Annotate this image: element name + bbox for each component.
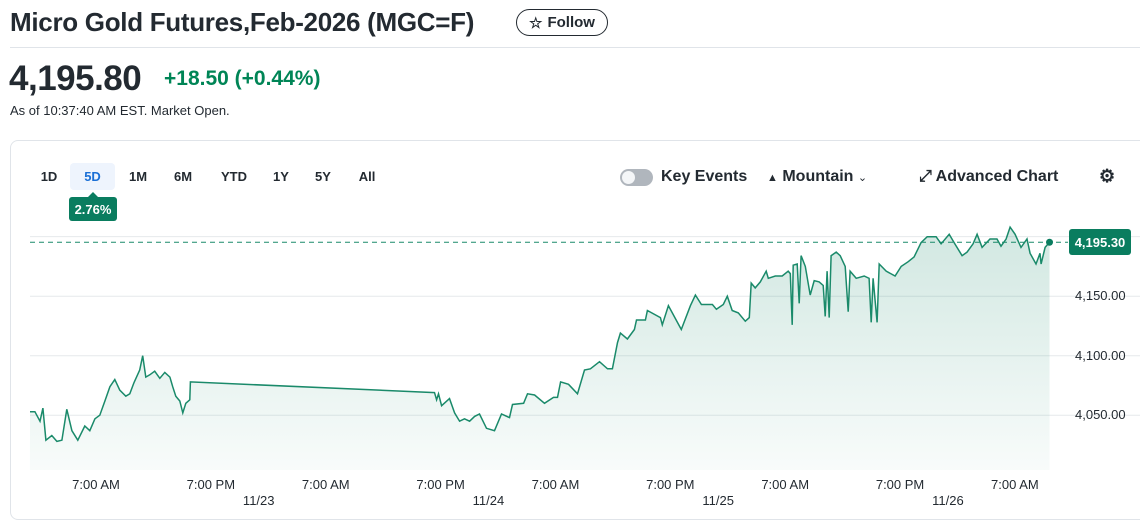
x-tick-label: 7:00 AM bbox=[991, 477, 1039, 492]
x-tick-label: 7:00 AM bbox=[301, 477, 350, 492]
y-tick-label: 4,150.00 bbox=[1075, 288, 1126, 304]
mountain-icon: ▲ bbox=[767, 172, 778, 184]
advanced-chart-button[interactable]: ⤢ Advanced Chart bbox=[919, 168, 1058, 186]
date-tick-label: 11/26 bbox=[932, 493, 964, 508]
page-title: Micro Gold Futures,Feb-2026 (MGC=F) bbox=[10, 7, 475, 37]
x-tick-label: 7:00 PM bbox=[646, 477, 695, 492]
current-price: 4,195.80 bbox=[9, 59, 142, 98]
range-tab-5d[interactable]: 5D bbox=[70, 163, 115, 190]
x-tick-label: 7:00 PM bbox=[416, 477, 465, 492]
range-tab-ytd[interactable]: YTD bbox=[221, 169, 247, 184]
x-tick-label: 7:00 AM bbox=[72, 477, 120, 492]
range-tab-1m[interactable]: 1M bbox=[128, 169, 148, 184]
advanced-chart-label: Advanced Chart bbox=[935, 168, 1059, 185]
star-outline-icon: ☆ bbox=[529, 14, 543, 32]
date-tick-label: 11/25 bbox=[702, 493, 734, 508]
x-tick-label: 7:00 PM bbox=[186, 477, 236, 492]
key-events-toggle[interactable] bbox=[620, 169, 653, 186]
x-tick-label: 7:00 AM bbox=[761, 477, 810, 492]
price-line bbox=[30, 225, 1051, 443]
y-tick-label: 4,100.00 bbox=[1075, 347, 1126, 363]
date-tick-label: 11/23 bbox=[242, 493, 275, 508]
range-tab-1d[interactable]: 1D bbox=[40, 169, 58, 184]
current-price-dot bbox=[1046, 238, 1054, 246]
range-tab-5y[interactable]: 5Y bbox=[315, 169, 331, 184]
price-area bbox=[29, 227, 1050, 470]
date-tick-label: 11/24 bbox=[472, 493, 505, 508]
chevron-down-icon: ⌄ bbox=[857, 172, 868, 184]
range-change-badge: 2.76% bbox=[69, 192, 117, 221]
chart-type-dropdown[interactable]: ▲ Mountain ⌄ bbox=[767, 168, 867, 186]
header-divider bbox=[10, 47, 1140, 48]
x-tick-label: 7:00 AM bbox=[531, 477, 580, 492]
follow-label: Follow bbox=[547, 14, 595, 31]
x-tick-label: 7:00 PM bbox=[875, 477, 925, 492]
gear-icon[interactable]: ⚙ bbox=[1099, 166, 1116, 186]
price-change: +18.50 (+0.44%) bbox=[164, 67, 321, 90]
key-events-label[interactable]: Key Events bbox=[661, 168, 748, 185]
follow-button[interactable]: ☆ Follow bbox=[516, 9, 608, 36]
current-price-label: 4,195.30 bbox=[1069, 229, 1131, 256]
as-of-timestamp: As of 10:37:40 AM EST. Market Open. bbox=[10, 103, 230, 118]
chart-type-label: Mountain bbox=[782, 168, 854, 185]
range-tab-all[interactable]: All bbox=[358, 169, 376, 184]
range-tab-6m[interactable]: 6M bbox=[173, 169, 193, 184]
range-tab-1y[interactable]: 1Y bbox=[273, 169, 289, 184]
y-tick-label: 4,050.00 bbox=[1075, 407, 1126, 423]
expand-icon: ⤢ bbox=[919, 168, 932, 185]
